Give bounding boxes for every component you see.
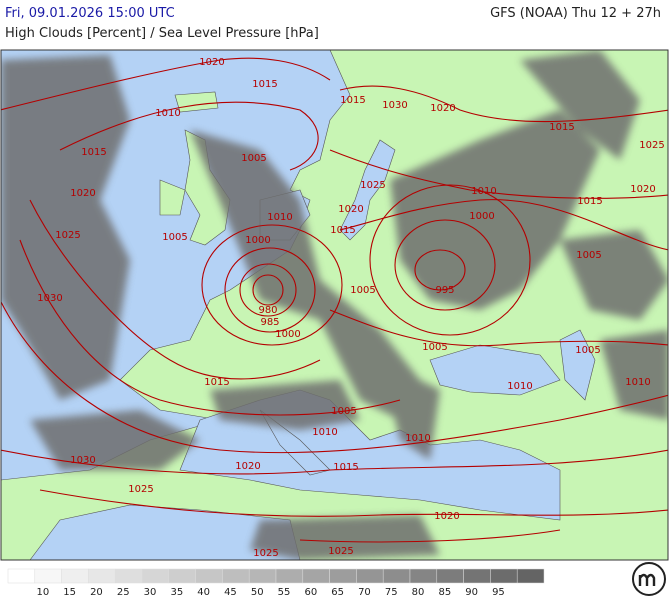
- isobar-label: 1010: [507, 381, 532, 392]
- legend-label: 80: [412, 587, 425, 598]
- logo: [632, 562, 666, 596]
- isobar-label: 1015: [577, 196, 602, 207]
- isobar-label: 1005: [162, 232, 187, 243]
- isobar-label: 1015: [81, 147, 106, 158]
- legend-swatch: [222, 568, 250, 584]
- isobar-label: 1020: [630, 184, 655, 195]
- legend-swatch: [382, 568, 411, 584]
- legend-swatch: [329, 568, 357, 584]
- legend-swatch: [61, 568, 89, 584]
- isobar-label: 1010: [471, 186, 496, 197]
- legend-swatch: [34, 568, 62, 584]
- isobar-label: 1010: [625, 377, 650, 388]
- isobar-label: 1020: [338, 204, 363, 215]
- legend-label: 55: [278, 587, 291, 598]
- isobar-label: 980: [258, 305, 277, 316]
- legend-label: 10: [36, 587, 49, 598]
- isobar-label: 1005: [422, 342, 447, 353]
- legend-swatch: [436, 568, 464, 584]
- legend-swatch: [516, 568, 545, 584]
- legend-swatch: [490, 568, 518, 584]
- date-label: Fri, 09.01.2026 15:00 UTC: [5, 6, 175, 21]
- isobar-label: 1005: [350, 285, 375, 296]
- isobar-label: 1005: [331, 406, 356, 417]
- isobar-label: 1015: [340, 95, 365, 106]
- isobar-label: 1025: [328, 546, 353, 557]
- legend-swatch: [463, 568, 491, 584]
- isobar-label: 1020: [434, 511, 459, 522]
- legend-label: 95: [492, 587, 505, 598]
- isobar-label: 1015: [330, 225, 355, 236]
- isobar-label: 995: [435, 285, 454, 296]
- legend-swatch: [114, 568, 143, 584]
- map-frame: [0, 49, 669, 561]
- isobar-label: 1010: [155, 108, 180, 119]
- isobar-label: 1020: [70, 188, 95, 199]
- isobar-label: 1030: [382, 100, 407, 111]
- isobar-label: 1025: [55, 230, 80, 241]
- high-clouds: [1, 50, 668, 560]
- isobar-label: 1025: [128, 484, 153, 495]
- legend-label: 30: [144, 587, 157, 598]
- isobar-label: 1025: [639, 140, 664, 151]
- legend-swatch: [88, 568, 116, 584]
- isobar-label: 1000: [245, 235, 270, 246]
- legend-swatch: [168, 568, 196, 584]
- subtitle: High Clouds [Percent] / Sea Level Pressu…: [5, 26, 319, 41]
- legend-label: 70: [358, 587, 371, 598]
- map-area: [1, 50, 668, 560]
- isobar-label: 1025: [253, 548, 278, 559]
- legend-label: 15: [63, 587, 76, 598]
- isobar-label: 985: [260, 317, 279, 328]
- legend-swatch: [275, 568, 304, 584]
- isobar-label: 1030: [70, 455, 95, 466]
- isobar-label: 1020: [199, 57, 224, 68]
- isobar-label: 1000: [275, 329, 300, 340]
- legend-label: 45: [224, 587, 237, 598]
- isobar-label: 1005: [241, 153, 266, 164]
- isobar-label: 1015: [204, 377, 229, 388]
- isobars: [1, 57, 668, 543]
- isobar-label: 1015: [333, 462, 358, 473]
- isobar-label-group: 1020 1015 1010 1015 1020 1025 1030 1005 1005 1010…: [37, 57, 664, 559]
- legend-label: 50: [251, 587, 264, 598]
- isobar-label: 1005: [576, 250, 601, 261]
- legend-label: 75: [385, 587, 398, 598]
- legend-label: 90: [465, 587, 478, 598]
- isobar-label: 1020: [235, 461, 260, 472]
- legend-label: 20: [90, 587, 103, 598]
- legend-swatch: [248, 568, 277, 584]
- isobar-label: 1000: [469, 211, 494, 222]
- legend-swatch: [409, 568, 438, 584]
- isobar-label: 1020: [430, 103, 455, 114]
- isobar-label: 1015: [252, 79, 277, 90]
- legend-swatch: [195, 568, 223, 584]
- legend-swatch: [141, 568, 170, 584]
- isobar-label: 1015: [549, 122, 574, 133]
- legend-swatch: [302, 568, 330, 584]
- legend: 10 15 20 25 30 35 40 45 50 55 60 65 70 75 80 85 90 95: [7, 568, 545, 598]
- legend-label: 35: [170, 587, 183, 598]
- legend-label: 60: [304, 587, 317, 598]
- legend-label: 40: [197, 587, 210, 598]
- isobar-label: 1010: [312, 427, 337, 438]
- isobar-label: 1010: [267, 212, 292, 223]
- legend-swatch: [356, 568, 384, 584]
- isobar-label: 1025: [360, 180, 385, 191]
- legend-label: 85: [438, 587, 451, 598]
- isobar-label: 1030: [37, 293, 62, 304]
- isobar-label: 1005: [575, 345, 600, 356]
- legend-label: 65: [331, 587, 344, 598]
- model-label: GFS (NOAA) Thu 12 + 27h: [490, 6, 661, 21]
- legend-swatch: [7, 568, 36, 584]
- isobar-label: 1010: [405, 433, 430, 444]
- legend-label: 25: [117, 587, 130, 598]
